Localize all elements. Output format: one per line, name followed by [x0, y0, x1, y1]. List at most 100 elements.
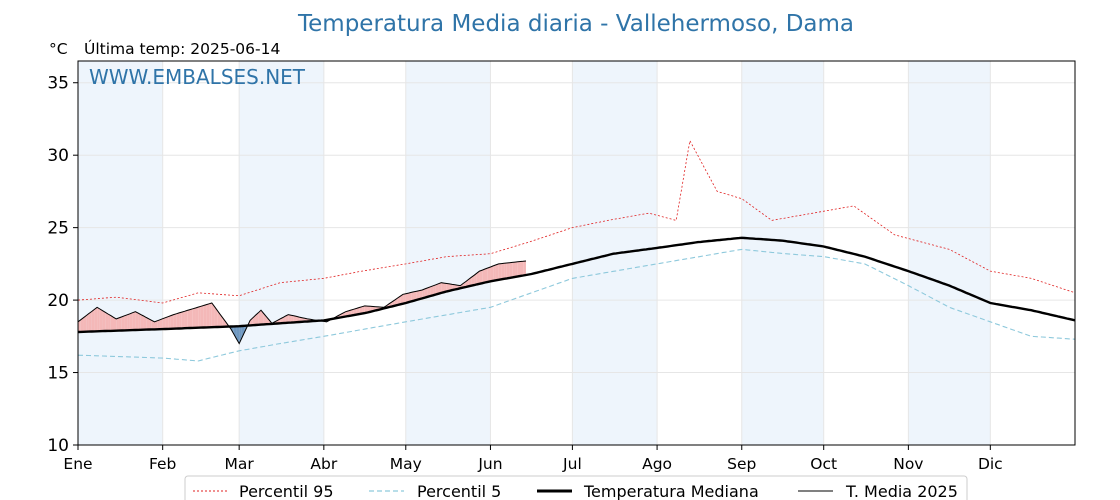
anomaly-fill — [233, 326, 237, 339]
anomaly-fill — [211, 302, 215, 328]
anomaly-fill — [184, 310, 188, 329]
anomaly-fill — [362, 305, 365, 314]
anomaly-fill — [291, 315, 294, 323]
anomaly-fill — [517, 261, 521, 277]
month-band-may — [405, 61, 491, 445]
series-percentil-5 — [77, 248, 1076, 362]
anomaly-fill — [176, 312, 180, 329]
anomaly-fill — [140, 314, 144, 330]
anomaly-fill — [495, 263, 499, 281]
anomaly-fill — [189, 308, 193, 329]
anomaly-fill — [422, 288, 425, 299]
x-tick-label: Dic — [978, 455, 1003, 473]
anomaly-fill — [203, 304, 207, 328]
anomaly-fill — [490, 265, 494, 282]
anomaly-fill — [209, 302, 212, 328]
anomaly-fill — [127, 313, 130, 331]
anomaly-fill — [173, 313, 177, 329]
x-tick-label: Abr — [310, 455, 337, 473]
x-tick-label: Jun — [477, 455, 502, 473]
anomaly-fill — [353, 308, 357, 316]
y-tick-label: 30 — [47, 146, 69, 166]
anomaly-fill — [170, 314, 174, 329]
anomaly-fill — [471, 275, 475, 286]
anomaly-fill — [102, 310, 106, 332]
anomaly-fill — [446, 283, 450, 292]
anomaly-fill — [165, 316, 169, 329]
anomaly-fill — [149, 318, 152, 330]
anomaly-fill — [506, 262, 510, 279]
anomaly-fill — [296, 316, 300, 323]
anomaly-fill — [86, 313, 89, 332]
anomaly-fill — [198, 306, 201, 328]
legend-median-label: Temperatura Mediana — [583, 482, 759, 500]
x-tick-label: Mar — [225, 455, 255, 473]
anomaly-fill — [151, 320, 155, 330]
month-band-nov — [908, 61, 991, 445]
anomaly-fill — [159, 318, 163, 330]
x-tick-label: Jul — [562, 455, 582, 473]
series-t-media-2025 — [77, 260, 527, 345]
y-tick-label: 10 — [47, 436, 69, 456]
anomaly-fill — [168, 315, 171, 329]
legend-frame — [184, 475, 968, 500]
anomaly-fill — [427, 286, 431, 297]
month-band-mar — [239, 61, 324, 445]
anomaly-fill — [444, 283, 447, 293]
anomaly-fill — [405, 293, 409, 303]
anomaly-fill — [501, 263, 505, 280]
x-axis: Ene Feb Mar Abr May Jun Jul Ago Sep Oct Nov Dic — [63, 445, 1003, 473]
anomaly-fill — [435, 283, 439, 295]
unit-label: °C — [49, 40, 68, 58]
anomaly-fill — [217, 310, 221, 328]
anomaly-fill — [162, 317, 166, 330]
series-temperatura-mediana — [77, 236, 1076, 334]
anomaly-fill — [364, 305, 368, 314]
anomaly-fill — [288, 314, 292, 323]
anomaly-fill — [419, 289, 423, 300]
anomaly-fill — [110, 315, 114, 331]
watermark: WWW.EMBALSES.NET — [89, 65, 306, 89]
anomaly-fill — [359, 306, 363, 315]
anomaly-fill — [416, 290, 420, 300]
anomaly-fill — [487, 266, 491, 282]
last-temp-label: Última temp: 2025-06-14 — [84, 39, 280, 58]
anomaly-fill — [181, 311, 185, 329]
anomaly-fill — [138, 313, 141, 330]
anomaly-fill — [118, 316, 122, 331]
anomaly-fill — [266, 316, 270, 325]
anomaly-fill — [214, 306, 218, 328]
anomaly-fill — [78, 319, 81, 332]
x-tick-label: Ene — [63, 455, 92, 473]
anomaly-fill — [116, 317, 119, 331]
anomaly-fill — [83, 315, 87, 332]
anomaly-fill — [430, 285, 434, 297]
anomaly-fill — [403, 293, 406, 304]
anomaly-fill — [493, 264, 496, 281]
anomaly-fill — [258, 310, 262, 325]
anomaly-fill — [441, 282, 445, 293]
anomaly-fill — [482, 269, 485, 284]
anomaly-fill — [113, 317, 117, 331]
x-tick-label: Ago — [642, 455, 672, 473]
anomaly-fill — [94, 307, 98, 332]
anomaly-fill — [479, 270, 483, 284]
anomaly-fill — [222, 317, 226, 327]
legend: Percentil 95 Percentil 5 Temperatura Med… — [184, 475, 968, 500]
anomaly-fill — [261, 310, 264, 325]
anomaly-fill — [250, 317, 253, 326]
anomaly-fill — [135, 311, 139, 331]
month-bands — [78, 61, 991, 445]
anomaly-fill — [255, 312, 259, 326]
y-tick-label: 15 — [47, 364, 69, 384]
series-percentil-95 — [77, 139, 1076, 304]
y-tick-label: 35 — [47, 74, 69, 94]
anomaly-fill — [520, 261, 524, 276]
anomaly-fill — [195, 307, 199, 328]
anomaly-fill — [97, 307, 100, 332]
month-band-sep — [741, 61, 824, 445]
chart-title: Temperatura Media diaria - Vallehermoso,… — [297, 11, 854, 37]
anomaly-fill — [143, 316, 147, 330]
anomaly-fill — [351, 309, 354, 316]
anomaly-fill — [80, 317, 84, 332]
